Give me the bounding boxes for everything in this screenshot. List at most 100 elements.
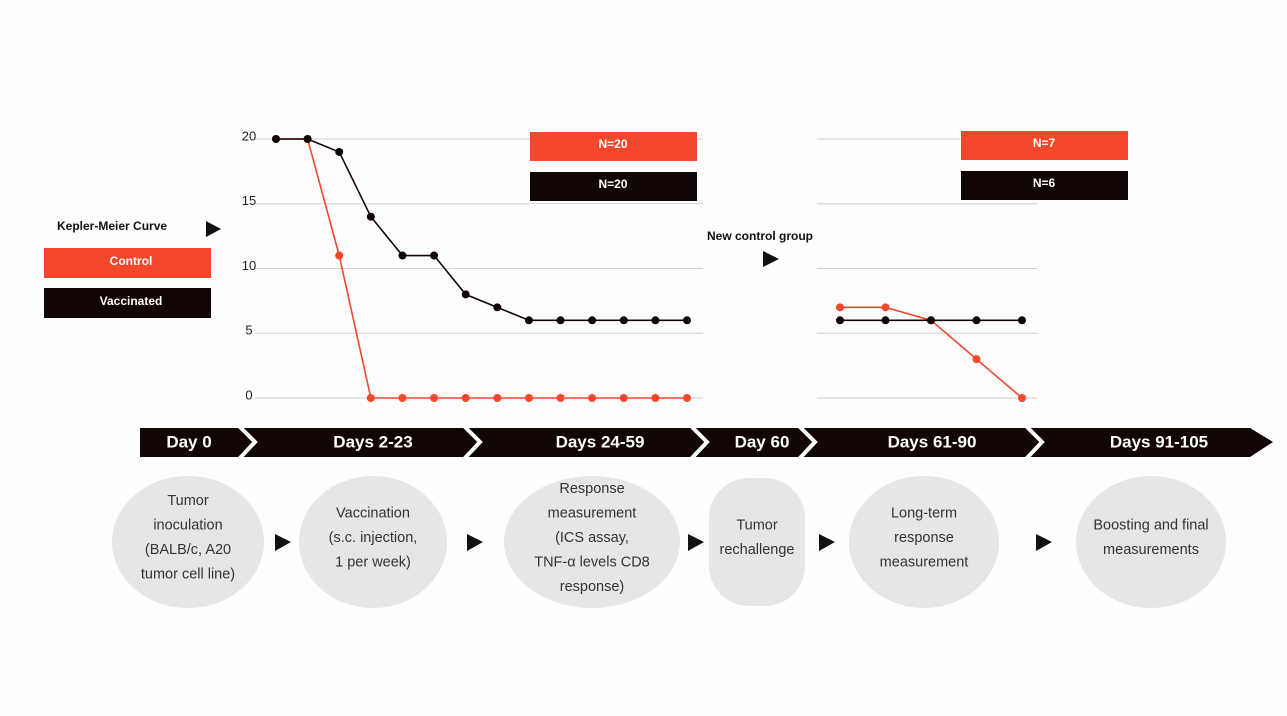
data-point [836,316,844,325]
data-point [556,394,565,402]
step-text: inoculation [153,518,222,534]
chevron [797,424,818,461]
y-tick-label: 5 [245,323,252,338]
step-text: (ICS assay, [555,530,629,546]
arrow [688,534,704,551]
series-line [276,138,687,322]
data-point [556,316,565,325]
data-point [588,316,597,325]
data-point [651,394,660,402]
data-point [1018,316,1026,325]
data-point [588,394,597,402]
chevron [462,424,483,461]
step-shape [112,476,264,608]
data-point [366,394,375,402]
chevron [237,424,258,461]
arrow [206,221,221,237]
arrow [763,251,779,267]
data-point [881,316,890,325]
step-shape [849,476,999,608]
n-box [530,132,697,161]
arrow [275,534,291,551]
data-point [335,147,344,156]
y-tick-label: 15 [242,193,256,208]
data-point [430,394,439,402]
data-point [366,212,375,221]
data-point [461,290,470,299]
n-label: N=7 [1033,136,1056,150]
timeline-label: Days 24-59 [556,432,645,451]
data-point [619,316,628,325]
y-tick-label: 0 [245,387,252,402]
data-point [493,303,502,312]
timeline-label: Days 2-23 [333,432,412,451]
data-point [303,135,312,143]
arrow [467,534,483,551]
data-point [335,251,344,260]
n-box [961,131,1128,160]
data-point [619,394,628,402]
step-text: measurement [880,554,969,570]
n-label: N=20 [598,177,627,191]
n-box [961,171,1128,200]
data-point [683,316,691,325]
legend-swatch [44,288,211,318]
step-text: 1 per week) [335,554,411,570]
arrow [819,534,835,551]
data-point [927,316,935,325]
step-shape [504,476,680,608]
step-text: Long-term [891,505,957,521]
data-point [398,394,407,402]
step-text: measurement [548,505,637,521]
n-label: N=20 [598,137,627,151]
n-box [530,172,697,201]
step-text: tumor cell line) [141,567,235,583]
step-text: measurements [1103,542,1199,558]
step-text: Tumor [167,493,209,509]
timeline-label: Day 0 [166,432,211,451]
arrow [1036,534,1052,551]
n-label: N=6 [1033,176,1056,190]
step-text: Response [559,481,624,497]
data-point [972,355,981,364]
data-point [461,394,470,402]
series-line [276,138,687,399]
data-point [430,251,439,260]
data-point [972,316,981,325]
data-point [1018,394,1026,402]
data-point [881,303,890,312]
y-tick-label: 10 [242,258,256,273]
step-text: (BALB/c, A20 [145,542,231,558]
step-text: Vaccination [336,505,410,521]
step-shape [1076,476,1226,608]
data-point [398,251,407,260]
timeline-label: Day 60 [735,432,790,451]
data-point [836,303,844,312]
data-point [683,394,691,402]
chevron [1024,424,1045,461]
step-shape [299,476,447,608]
data-point [651,316,660,325]
data-point [272,135,280,143]
data-point [524,394,533,402]
timeline-label: Days 61-90 [888,432,977,451]
step-text: rechallenge [720,542,795,558]
step-text: TNF-α levels CD8 [534,554,650,570]
y-tick-label: 20 [242,128,256,143]
step-text: Boosting and final [1093,518,1208,534]
annotation: New control group [707,229,813,243]
data-point [524,316,533,325]
step-text: (s.c. injection, [329,530,418,546]
timeline-label: Days 91-105 [1110,432,1208,451]
step-text: response [894,530,954,546]
step-shape [709,478,805,606]
step-text: Tumor [736,518,778,534]
data-point [493,394,502,402]
legend-label: Vaccinated [100,294,163,308]
legend-title: Kepler-Meier Curve [57,219,167,233]
legend-swatch [44,248,211,278]
chevron [689,424,710,461]
step-text: response) [560,579,624,595]
